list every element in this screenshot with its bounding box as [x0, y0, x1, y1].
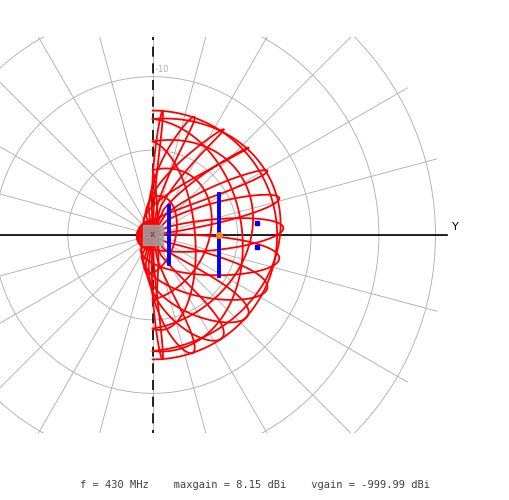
Text: f = 430 MHz    maxgain = 8.15 dBi    vgain = -999.99 dBi: f = 430 MHz maxgain = 8.15 dBi vgain = -… — [79, 480, 430, 490]
Text: x: x — [150, 230, 155, 239]
Bar — [143, 225, 163, 245]
Text: -10: -10 — [156, 65, 169, 74]
Text: Y: Y — [453, 222, 459, 232]
